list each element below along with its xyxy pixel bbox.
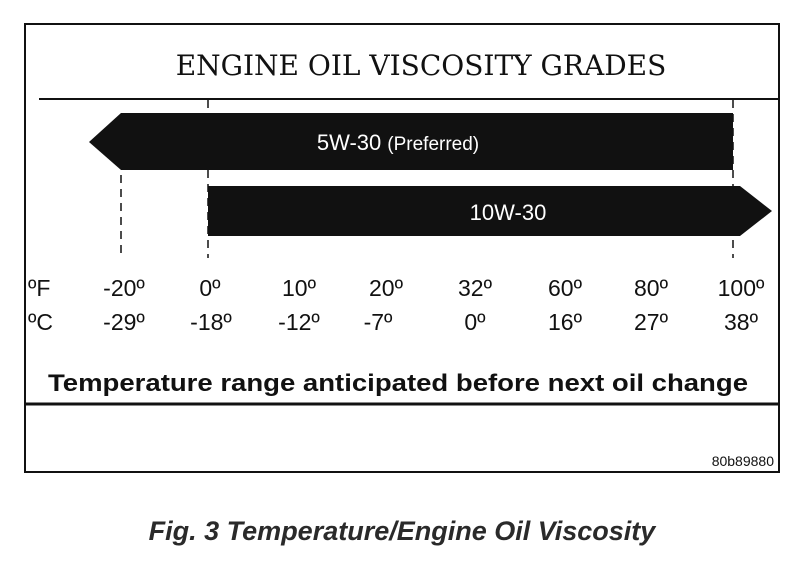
fahrenheit-tick: 10º <box>282 275 317 301</box>
fahrenheit-tick: 0º <box>199 275 221 301</box>
fahrenheit-unit: ºF <box>28 275 50 301</box>
celsius-tick: -29º <box>103 309 145 335</box>
fahrenheit-tick: 32º <box>458 275 493 301</box>
celsius-tick: -18º <box>190 309 232 335</box>
figure-caption: Fig. 3 Temperature/Engine Oil Viscosity <box>149 516 658 546</box>
celsius-tick: 27º <box>634 309 669 335</box>
fahrenheit-tick: 100º <box>718 275 765 301</box>
celsius-tick: 16º <box>548 309 583 335</box>
chart-title: ENGINE OIL VISCOSITY GRADES <box>176 49 667 82</box>
celsius-tick: 38º <box>724 309 759 335</box>
fahrenheit-tick: 80º <box>634 275 669 301</box>
grade-10w30-label: 10W-30 <box>470 200 547 225</box>
fahrenheit-scale: -20º 0º 10º 20º 32º 60º 80º 100º <box>103 275 765 301</box>
celsius-tick: -12º <box>278 309 320 335</box>
fahrenheit-tick: -20º <box>103 275 145 301</box>
celsius-tick: -7º <box>364 309 393 335</box>
fahrenheit-tick: 60º <box>548 275 583 301</box>
celsius-scale: -29º -18º -12º -7º 0º 16º 27º 38º <box>103 309 758 335</box>
grade-10w30-arrow <box>208 186 772 236</box>
temperature-range-caption: Temperature range anticipated before nex… <box>48 370 748 397</box>
grade-5w30-arrow <box>89 113 733 170</box>
figure-code: 80b89880 <box>712 453 775 469</box>
celsius-tick: 0º <box>464 309 486 335</box>
grade-5w30-label: 5W-30 (Preferred) <box>317 130 479 155</box>
fahrenheit-tick: 20º <box>369 275 404 301</box>
celsius-unit: ºC <box>28 309 53 335</box>
